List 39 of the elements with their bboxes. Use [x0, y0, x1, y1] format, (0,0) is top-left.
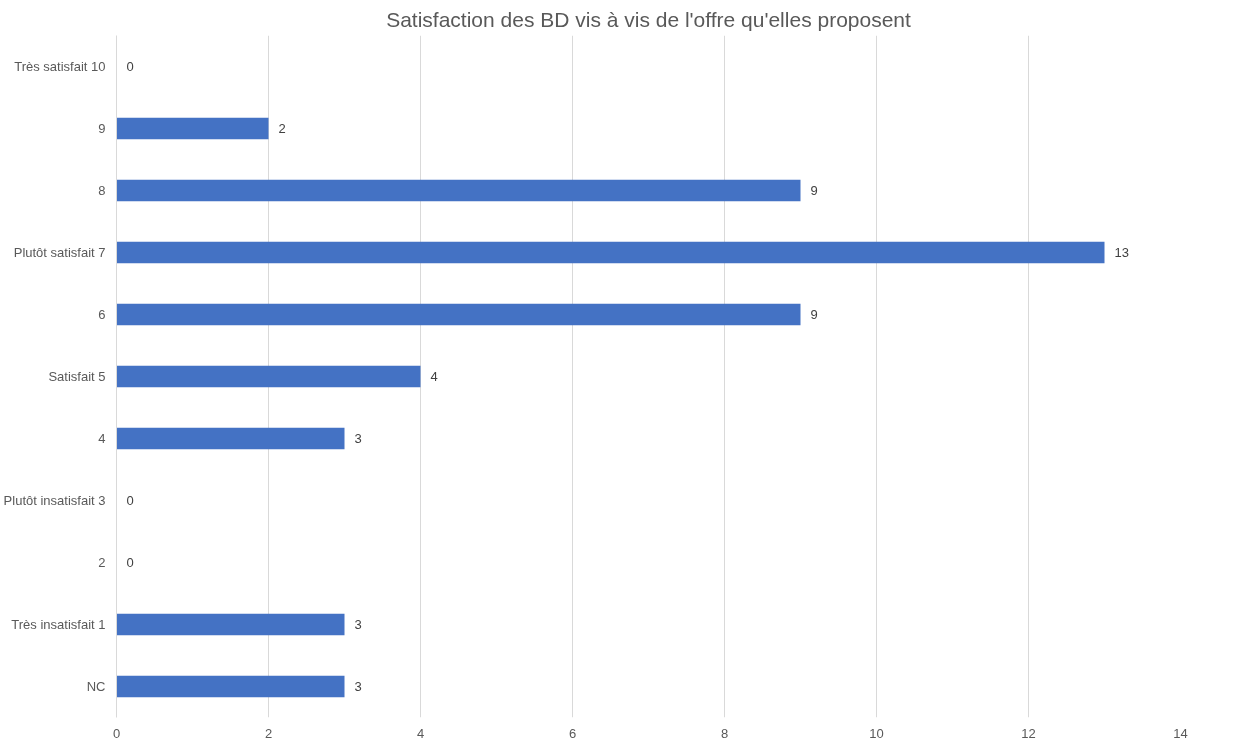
bar [116, 427, 345, 450]
data-label: 0 [126, 493, 134, 508]
y-tick-label: Plutôt insatisfait 3 [3, 493, 106, 508]
data-label: 9 [810, 307, 818, 322]
chart-title: Satisfaction des BD vis à vis de l'offre qu'elles proposent [386, 7, 912, 31]
y-tick-label: 4 [98, 431, 106, 446]
bar [116, 675, 345, 698]
y-tick-label: Plutôt satisfait 7 [13, 245, 106, 260]
y-tick-label: 9 [98, 121, 106, 136]
y-tick-label: Très satisfait 10 [14, 59, 106, 74]
data-label: 13 [1114, 245, 1129, 260]
x-tick-label: 6 [568, 725, 577, 741]
x-tick-label: 14 [1173, 725, 1188, 741]
y-tick-label: 8 [98, 183, 106, 198]
data-label: 3 [354, 617, 362, 632]
data-label: 3 [354, 679, 362, 694]
data-label: 2 [278, 121, 286, 136]
bar [116, 179, 801, 202]
data-label: 0 [126, 59, 134, 74]
data-label: 4 [430, 369, 438, 384]
x-tick-label: 12 [1021, 725, 1036, 741]
bar [116, 117, 269, 140]
x-tick-label: 10 [869, 725, 884, 741]
y-tick-label: Satisfait 5 [48, 369, 106, 384]
y-tick-label: 2 [98, 555, 106, 570]
bar [116, 613, 345, 636]
x-tick-label: 8 [720, 725, 729, 741]
y-tick-label: Très insatisfait 1 [11, 617, 106, 632]
x-tick-label: 0 [112, 725, 121, 741]
y-tick-label: NC [86, 679, 106, 694]
x-tick-label: 2 [264, 725, 273, 741]
x-tick-label: 4 [416, 725, 425, 741]
data-label: 3 [354, 431, 362, 446]
y-tick-label: 6 [98, 307, 106, 322]
data-label: 9 [810, 183, 818, 198]
bar [116, 303, 801, 326]
bar [116, 241, 1105, 264]
data-label: 0 [126, 555, 134, 570]
bar [116, 365, 421, 388]
